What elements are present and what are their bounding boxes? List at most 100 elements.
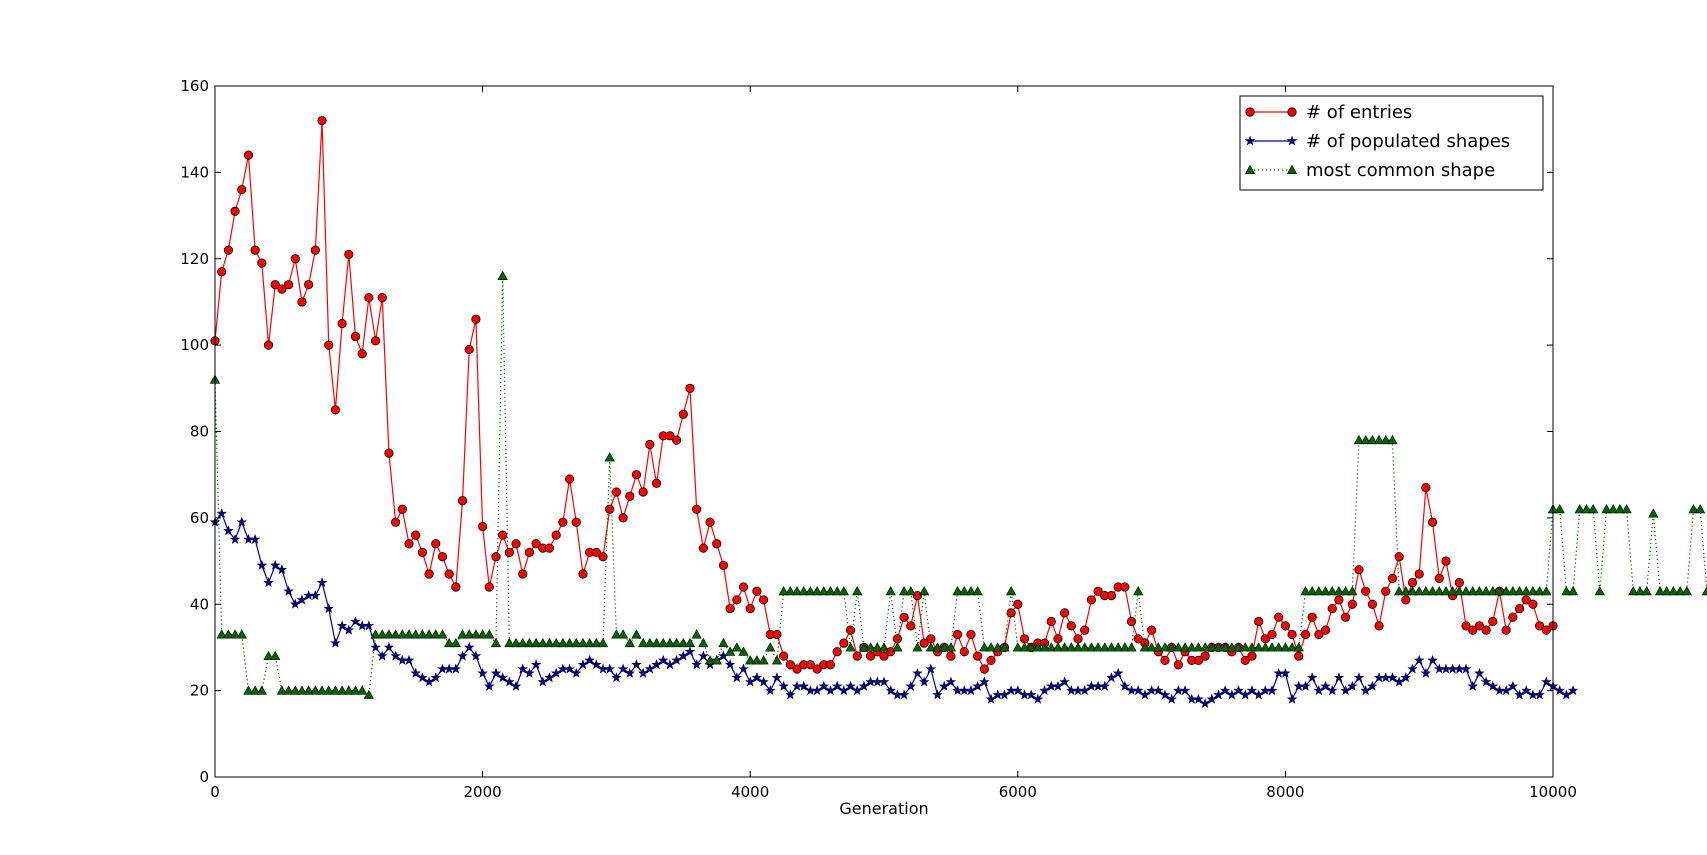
data-point [992,642,1003,652]
data-point [477,629,488,639]
data-point [350,616,361,626]
data-point [391,517,401,527]
data-point [1340,586,1351,596]
data-point [671,637,682,648]
data-point [350,331,361,342]
data-point [370,629,381,639]
data-point [584,654,595,665]
data-point [383,629,395,639]
data-point [250,245,260,255]
data-point [537,676,549,687]
data-point [1347,599,1357,609]
data-point [1173,642,1184,652]
data-point [1534,689,1545,700]
data-point [470,650,482,661]
data-point [1133,685,1144,696]
data-point [270,280,280,290]
data-point [1581,504,1592,514]
data-point [243,685,254,695]
data-point [1420,667,1432,678]
y-tick-label: 80 [190,423,209,441]
data-point [812,664,822,674]
data-point [343,624,355,635]
data-point [758,595,769,605]
data-point [1233,685,1244,696]
data-point [879,651,889,661]
data-point [631,659,642,670]
data-point [257,258,267,268]
data-point [671,654,682,665]
data-point [872,642,883,652]
data-point [1353,672,1365,683]
data-point [779,651,789,661]
data-point [1240,689,1251,700]
data-point [497,672,508,683]
data-point [1333,586,1345,596]
data-point [785,586,796,596]
data-point [925,642,936,652]
data-point [631,470,642,480]
data-point [1327,685,1338,696]
data-point [1481,625,1491,635]
data-point [1567,685,1579,696]
data-point [437,552,448,562]
data-point [1474,667,1485,678]
data-point [1380,434,1391,445]
data-point [1052,680,1064,691]
data-point [1614,504,1626,514]
data-point [417,629,428,639]
data-point [490,667,502,678]
x-axis-label: Generation [839,799,928,818]
data-point [1206,693,1218,704]
data-point [283,280,294,290]
data-point [1447,586,1458,596]
data-point [256,685,267,695]
data-point [885,586,896,596]
data-point [1440,586,1452,596]
data-point [1186,642,1197,652]
data-point [1601,504,1612,514]
data-point [986,655,996,665]
data-point [1347,586,1358,596]
data-point [1173,660,1183,670]
data-point [765,642,776,652]
data-point [1427,517,1438,527]
data-point [1320,586,1331,596]
data-point [444,569,454,579]
x-tick-label: 2000 [464,783,502,801]
y-tick-label: 0 [199,768,209,786]
data-point [999,689,1010,700]
data-point [1393,676,1405,687]
data-point [1086,595,1096,605]
data-point [1266,642,1278,652]
data-point [1574,504,1585,514]
legend-marker [1244,164,1256,174]
data-point [1240,655,1250,665]
data-point [1487,680,1498,691]
data-point [484,680,495,691]
data-point [317,115,327,126]
data-point [1641,586,1652,596]
data-point [1333,672,1345,683]
data-point [745,603,755,614]
data-point [678,637,689,648]
data-point [1213,689,1224,700]
data-point [979,642,990,652]
data-point [605,504,615,514]
data-point [617,663,629,674]
data-point [751,655,762,665]
data-point [504,637,515,648]
data-point [550,667,562,678]
data-point [1032,642,1043,652]
data-point [651,659,662,670]
data-point [771,655,783,665]
data-point [256,559,268,570]
data-point [1120,582,1130,592]
data-point [1400,586,1411,596]
data-point [517,663,528,674]
data-point [785,689,796,700]
data-point [229,629,241,639]
data-point [1360,685,1371,696]
data-point [845,680,856,691]
series-2 [209,270,1707,699]
